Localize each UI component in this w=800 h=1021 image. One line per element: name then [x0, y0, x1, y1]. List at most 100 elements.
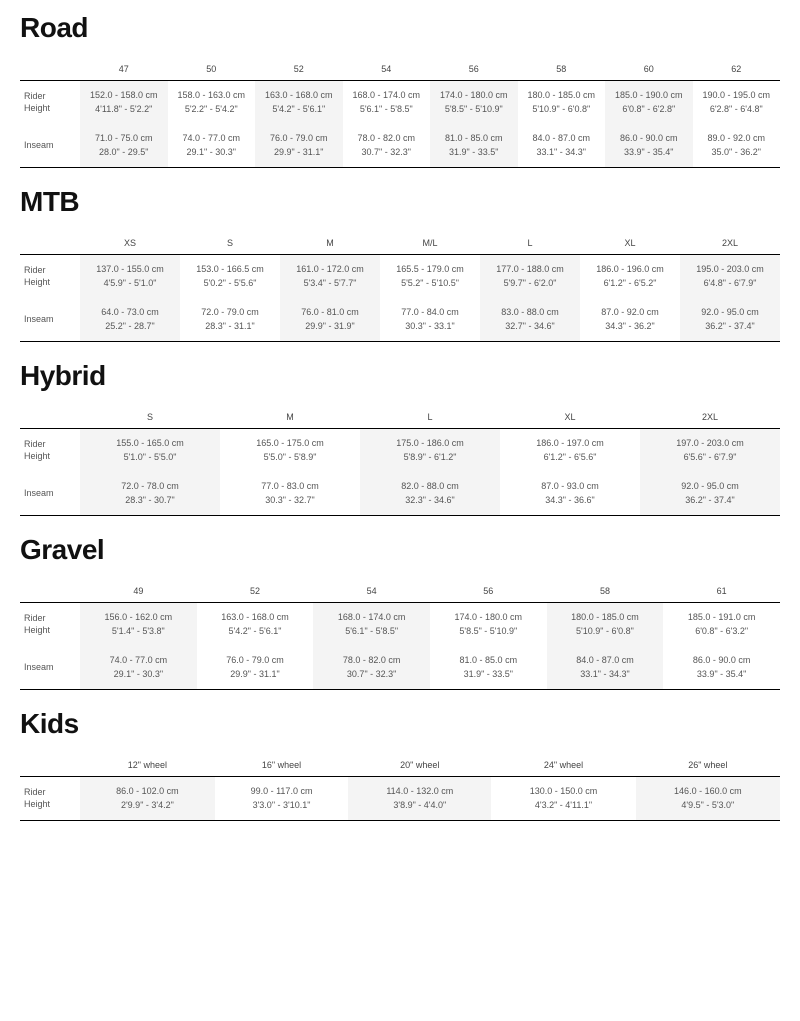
size-cell: 77.0 - 84.0 cm30.3" - 33.1": [380, 298, 480, 342]
size-cell: 190.0 - 195.0 cm6'2.8" - 6'4.8": [693, 81, 781, 125]
size-cell: 165.5 - 179.0 cm5'5.2" - 5'10.5": [380, 255, 480, 299]
value-in: 25.2" - 28.7": [84, 320, 176, 334]
value-cm: 153.0 - 166.5 cm: [184, 263, 276, 277]
size-cell: 86.0 - 90.0 cm33.9" - 35.4": [663, 646, 780, 690]
value-cm: 92.0 - 95.0 cm: [684, 306, 776, 320]
row-label: RiderHeight: [20, 429, 80, 473]
size-cell: 165.0 - 175.0 cm5'5.0" - 5'8.9": [220, 429, 360, 473]
size-cell: 185.0 - 190.0 cm6'0.8" - 6'2.8": [605, 81, 693, 125]
size-table: 495254565861RiderHeight156.0 - 162.0 cm5…: [20, 580, 780, 690]
value-cm: 77.0 - 84.0 cm: [384, 306, 476, 320]
size-cell: 84.0 - 87.0 cm33.1" - 34.3": [518, 124, 606, 168]
value-in: 28.0" - 29.5": [84, 146, 164, 160]
value-cm: 89.0 - 92.0 cm: [697, 132, 777, 146]
size-cell: 195.0 - 203.0 cm6'4.8" - 6'7.9": [680, 255, 780, 299]
value-cm: 180.0 - 185.0 cm: [551, 611, 660, 625]
value-cm: 86.0 - 90.0 cm: [609, 132, 689, 146]
value-in: 35.0" - 36.2": [697, 146, 777, 160]
section-gravel: Gravel495254565861RiderHeight156.0 - 162…: [20, 534, 780, 690]
value-cm: 197.0 - 203.0 cm: [644, 437, 776, 451]
size-cell: 175.0 - 186.0 cm5'8.9" - 6'1.2": [360, 429, 500, 473]
size-header: XL: [580, 232, 680, 255]
value-in: 32.3" - 34.6": [364, 494, 496, 508]
size-cell: 84.0 - 87.0 cm33.1" - 34.3": [547, 646, 664, 690]
size-header: S: [80, 406, 220, 429]
value-in: 33.9" - 35.4": [667, 668, 776, 682]
size-header: XS: [80, 232, 180, 255]
value-cm: 146.0 - 160.0 cm: [640, 785, 776, 799]
size-header: 2XL: [680, 232, 780, 255]
value-cm: 84.0 - 87.0 cm: [522, 132, 602, 146]
value-cm: 130.0 - 150.0 cm: [495, 785, 631, 799]
size-header: 56: [430, 58, 518, 81]
value-in: 29.9" - 31.1": [259, 146, 339, 160]
value-in: 5'5.2" - 5'10.5": [384, 277, 476, 291]
value-cm: 174.0 - 180.0 cm: [434, 611, 543, 625]
table-row: Inseam71.0 - 75.0 cm28.0" - 29.5"74.0 - …: [20, 124, 780, 168]
size-cell: 137.0 - 155.0 cm4'5.9" - 5'1.0": [80, 255, 180, 299]
size-header: 50: [168, 58, 256, 81]
size-cell: 78.0 - 82.0 cm30.7" - 32.3": [313, 646, 430, 690]
value-cm: 165.5 - 179.0 cm: [384, 263, 476, 277]
value-cm: 137.0 - 155.0 cm: [84, 263, 176, 277]
size-cell: 186.0 - 196.0 cm6'1.2" - 6'5.2": [580, 255, 680, 299]
size-cell: 163.0 - 168.0 cm5'4.2" - 5'6.1": [197, 603, 314, 647]
value-in: 6'1.2" - 6'5.6": [504, 451, 636, 465]
value-in: 5'10.9" - 6'0.8": [551, 625, 660, 639]
value-in: 3'3.0" - 3'10.1": [219, 799, 344, 813]
size-table: 12" wheel16" wheel20" wheel24" wheel26" …: [20, 754, 780, 821]
size-header: 12" wheel: [80, 754, 215, 777]
size-header: 58: [518, 58, 606, 81]
value-in: 5'2.2" - 5'4.2": [172, 103, 252, 117]
value-in: 34.3" - 36.2": [584, 320, 676, 334]
size-cell: 87.0 - 93.0 cm34.3" - 36.6": [500, 472, 640, 516]
value-cm: 186.0 - 197.0 cm: [504, 437, 636, 451]
value-cm: 99.0 - 117.0 cm: [219, 785, 344, 799]
size-header: L: [360, 406, 500, 429]
size-table: 4750525456586062RiderHeight152.0 - 158.0…: [20, 58, 780, 168]
row-label-header: [20, 406, 80, 429]
value-cm: 114.0 - 132.0 cm: [352, 785, 487, 799]
value-cm: 81.0 - 85.0 cm: [434, 654, 543, 668]
value-cm: 195.0 - 203.0 cm: [684, 263, 776, 277]
section-title: Kids: [20, 708, 780, 740]
value-cm: 168.0 - 174.0 cm: [317, 611, 426, 625]
value-cm: 152.0 - 158.0 cm: [84, 89, 164, 103]
value-cm: 165.0 - 175.0 cm: [224, 437, 356, 451]
size-header: 61: [663, 580, 780, 603]
value-cm: 78.0 - 82.0 cm: [347, 132, 427, 146]
value-in: 4'11.8" - 5'2.2": [84, 103, 164, 117]
value-in: 6'5.6" - 6'7.9": [644, 451, 776, 465]
size-cell: 186.0 - 197.0 cm6'1.2" - 6'5.6": [500, 429, 640, 473]
value-cm: 76.0 - 79.0 cm: [201, 654, 310, 668]
size-cell: 77.0 - 83.0 cm30.3" - 32.7": [220, 472, 360, 516]
value-in: 32.7" - 34.6": [484, 320, 576, 334]
value-cm: 72.0 - 78.0 cm: [84, 480, 216, 494]
table-row: Inseam72.0 - 78.0 cm28.3" - 30.7"77.0 - …: [20, 472, 780, 516]
size-cell: 89.0 - 92.0 cm35.0" - 36.2": [693, 124, 781, 168]
size-header: 54: [313, 580, 430, 603]
size-header: 54: [343, 58, 431, 81]
size-cell: 114.0 - 132.0 cm3'8.9" - 4'4.0": [348, 777, 491, 821]
value-in: 36.2" - 37.4": [684, 320, 776, 334]
value-in: 29.1" - 30.3": [84, 668, 193, 682]
section-title: MTB: [20, 186, 780, 218]
value-in: 33.1" - 34.3": [522, 146, 602, 160]
row-label-header: [20, 754, 80, 777]
size-cell: 92.0 - 95.0 cm36.2" - 37.4": [640, 472, 780, 516]
size-cell: 155.0 - 165.0 cm5'1.0" - 5'5.0": [80, 429, 220, 473]
size-cell: 130.0 - 150.0 cm4'3.2" - 4'11.1": [491, 777, 635, 821]
size-cell: 71.0 - 75.0 cm28.0" - 29.5": [80, 124, 168, 168]
size-cell: 152.0 - 158.0 cm4'11.8" - 5'2.2": [80, 81, 168, 125]
size-header: M: [280, 232, 380, 255]
value-cm: 174.0 - 180.0 cm: [434, 89, 514, 103]
size-cell: 180.0 - 185.0 cm5'10.9" - 6'0.8": [547, 603, 664, 647]
value-in: 34.3" - 36.6": [504, 494, 636, 508]
value-cm: 158.0 - 163.0 cm: [172, 89, 252, 103]
size-cell: 163.0 - 168.0 cm5'4.2" - 5'6.1": [255, 81, 343, 125]
row-label: Inseam: [20, 646, 80, 690]
size-cell: 153.0 - 166.5 cm5'0.2" - 5'5.6": [180, 255, 280, 299]
value-cm: 87.0 - 93.0 cm: [504, 480, 636, 494]
value-in: 5'8.5" - 5'10.9": [434, 103, 514, 117]
value-cm: 185.0 - 191.0 cm: [667, 611, 776, 625]
